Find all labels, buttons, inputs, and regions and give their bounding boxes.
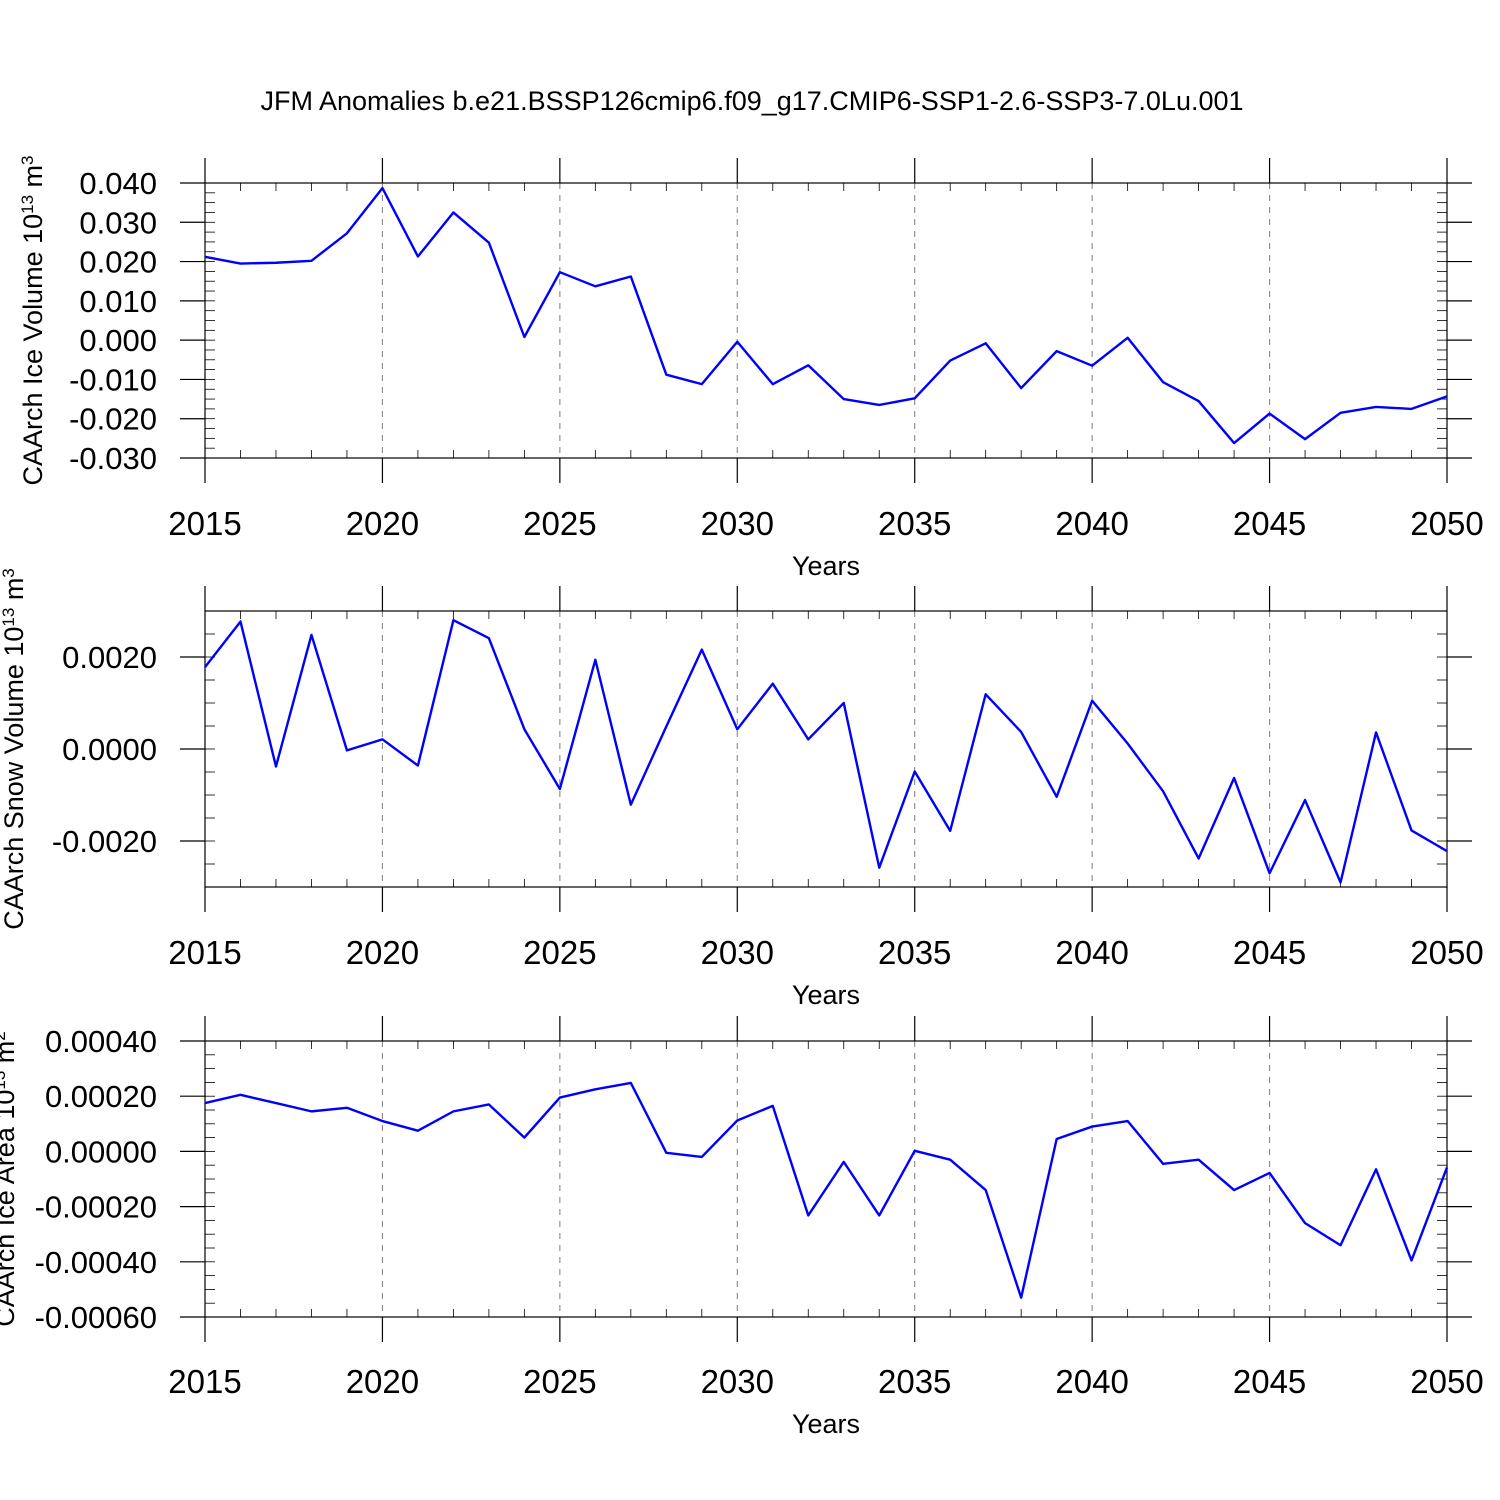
y-tick-label: 0.00040 (45, 1024, 157, 1059)
x-tick-label: 2040 (1055, 934, 1128, 971)
y-tick-label: 0.040 (79, 166, 157, 201)
y-tick-label: -0.0020 (52, 824, 157, 859)
x-tick-label: 2030 (701, 1363, 774, 1400)
y-tick-label: -0.00040 (35, 1245, 157, 1280)
x-tick-label: 2020 (346, 505, 419, 542)
series-line (204, 619, 1448, 884)
x-tick-label: 2035 (878, 505, 951, 542)
x-tick-label: 2035 (878, 1363, 951, 1400)
x-tick-label: 2015 (168, 1363, 241, 1400)
y-tick-label: 0.0000 (62, 732, 157, 767)
x-tick-label: 2050 (1410, 934, 1483, 971)
plot-frame (204, 1040, 1448, 1318)
x-tick-label: 2045 (1233, 505, 1306, 542)
x-tick-label: 2015 (168, 505, 241, 542)
figure-title: JFM Anomalies b.e21.BSSP126cmip6.f09_g17… (260, 86, 1243, 116)
plot-frame (204, 182, 1448, 459)
y-tick-label: 0.000 (79, 323, 157, 358)
x-tick-label: 2050 (1410, 505, 1483, 542)
series-line (204, 186, 1448, 445)
y-tick-label: 0.00020 (45, 1079, 157, 1114)
y-tick-label: -0.030 (69, 441, 157, 476)
y-tick-label: -0.020 (69, 402, 157, 437)
x-tick-label: 2040 (1055, 1363, 1128, 1400)
x-tick-label: 2045 (1233, 1363, 1306, 1400)
x-tick-label: 2025 (523, 1363, 596, 1400)
chart-panel-2: 2015 2020 2025 2030 2035 2040 2045 2050 -0.0020 0… (0, 568, 1484, 1010)
x-tick-label: 2025 (523, 505, 596, 542)
x-tick-label: 2030 (701, 934, 774, 971)
y-tick-label: 0.0020 (62, 640, 157, 675)
chart-panel-1: 2015 2020 2025 2030 2035 2040 2045 2050 -0.030 -0… (18, 155, 1484, 581)
x-tick-label: 2035 (878, 934, 951, 971)
x-axis-label: Years (792, 980, 860, 1010)
plot-frame (204, 610, 1448, 888)
x-tick-label: 2020 (346, 1363, 419, 1400)
x-tick-label: 2015 (168, 934, 241, 971)
x-tick-label: 2045 (1233, 934, 1306, 971)
x-axis-label: Years (792, 1409, 860, 1439)
x-tick-label: 2020 (346, 934, 419, 971)
panels: 2015 2020 2025 2030 2035 2040 2045 2050 -0.030 -0… (0, 155, 1484, 1439)
x-tick-label: 2050 (1410, 1363, 1483, 1400)
y-tick-label: -0.010 (69, 362, 157, 397)
y-axis-label: CAArch Ice Area 1013 m2 (0, 1031, 20, 1327)
chart-panel-3: 2015 2020 2025 2030 2035 2040 2045 2050 -0.00060… (0, 1016, 1484, 1439)
y-tick-label: -0.00020 (35, 1190, 157, 1225)
x-tick-label: 2030 (701, 505, 774, 542)
y-axis-label: CAArch Ice Volume 1013 m3 (18, 155, 49, 485)
x-tick-label: 2025 (523, 934, 596, 971)
y-tick-label: 0.00000 (45, 1134, 157, 1169)
y-tick-label: 0.030 (79, 205, 157, 240)
y-axis-label: CAArch Snow Volume 1013 m3 (0, 568, 29, 930)
y-tick-label: -0.00060 (35, 1300, 157, 1335)
y-tick-label: 0.020 (79, 245, 157, 280)
y-tick-label: 0.010 (79, 284, 157, 319)
x-axis-label: Years (792, 551, 860, 581)
series-line (204, 1081, 1449, 1299)
x-tick-label: 2040 (1055, 505, 1128, 542)
